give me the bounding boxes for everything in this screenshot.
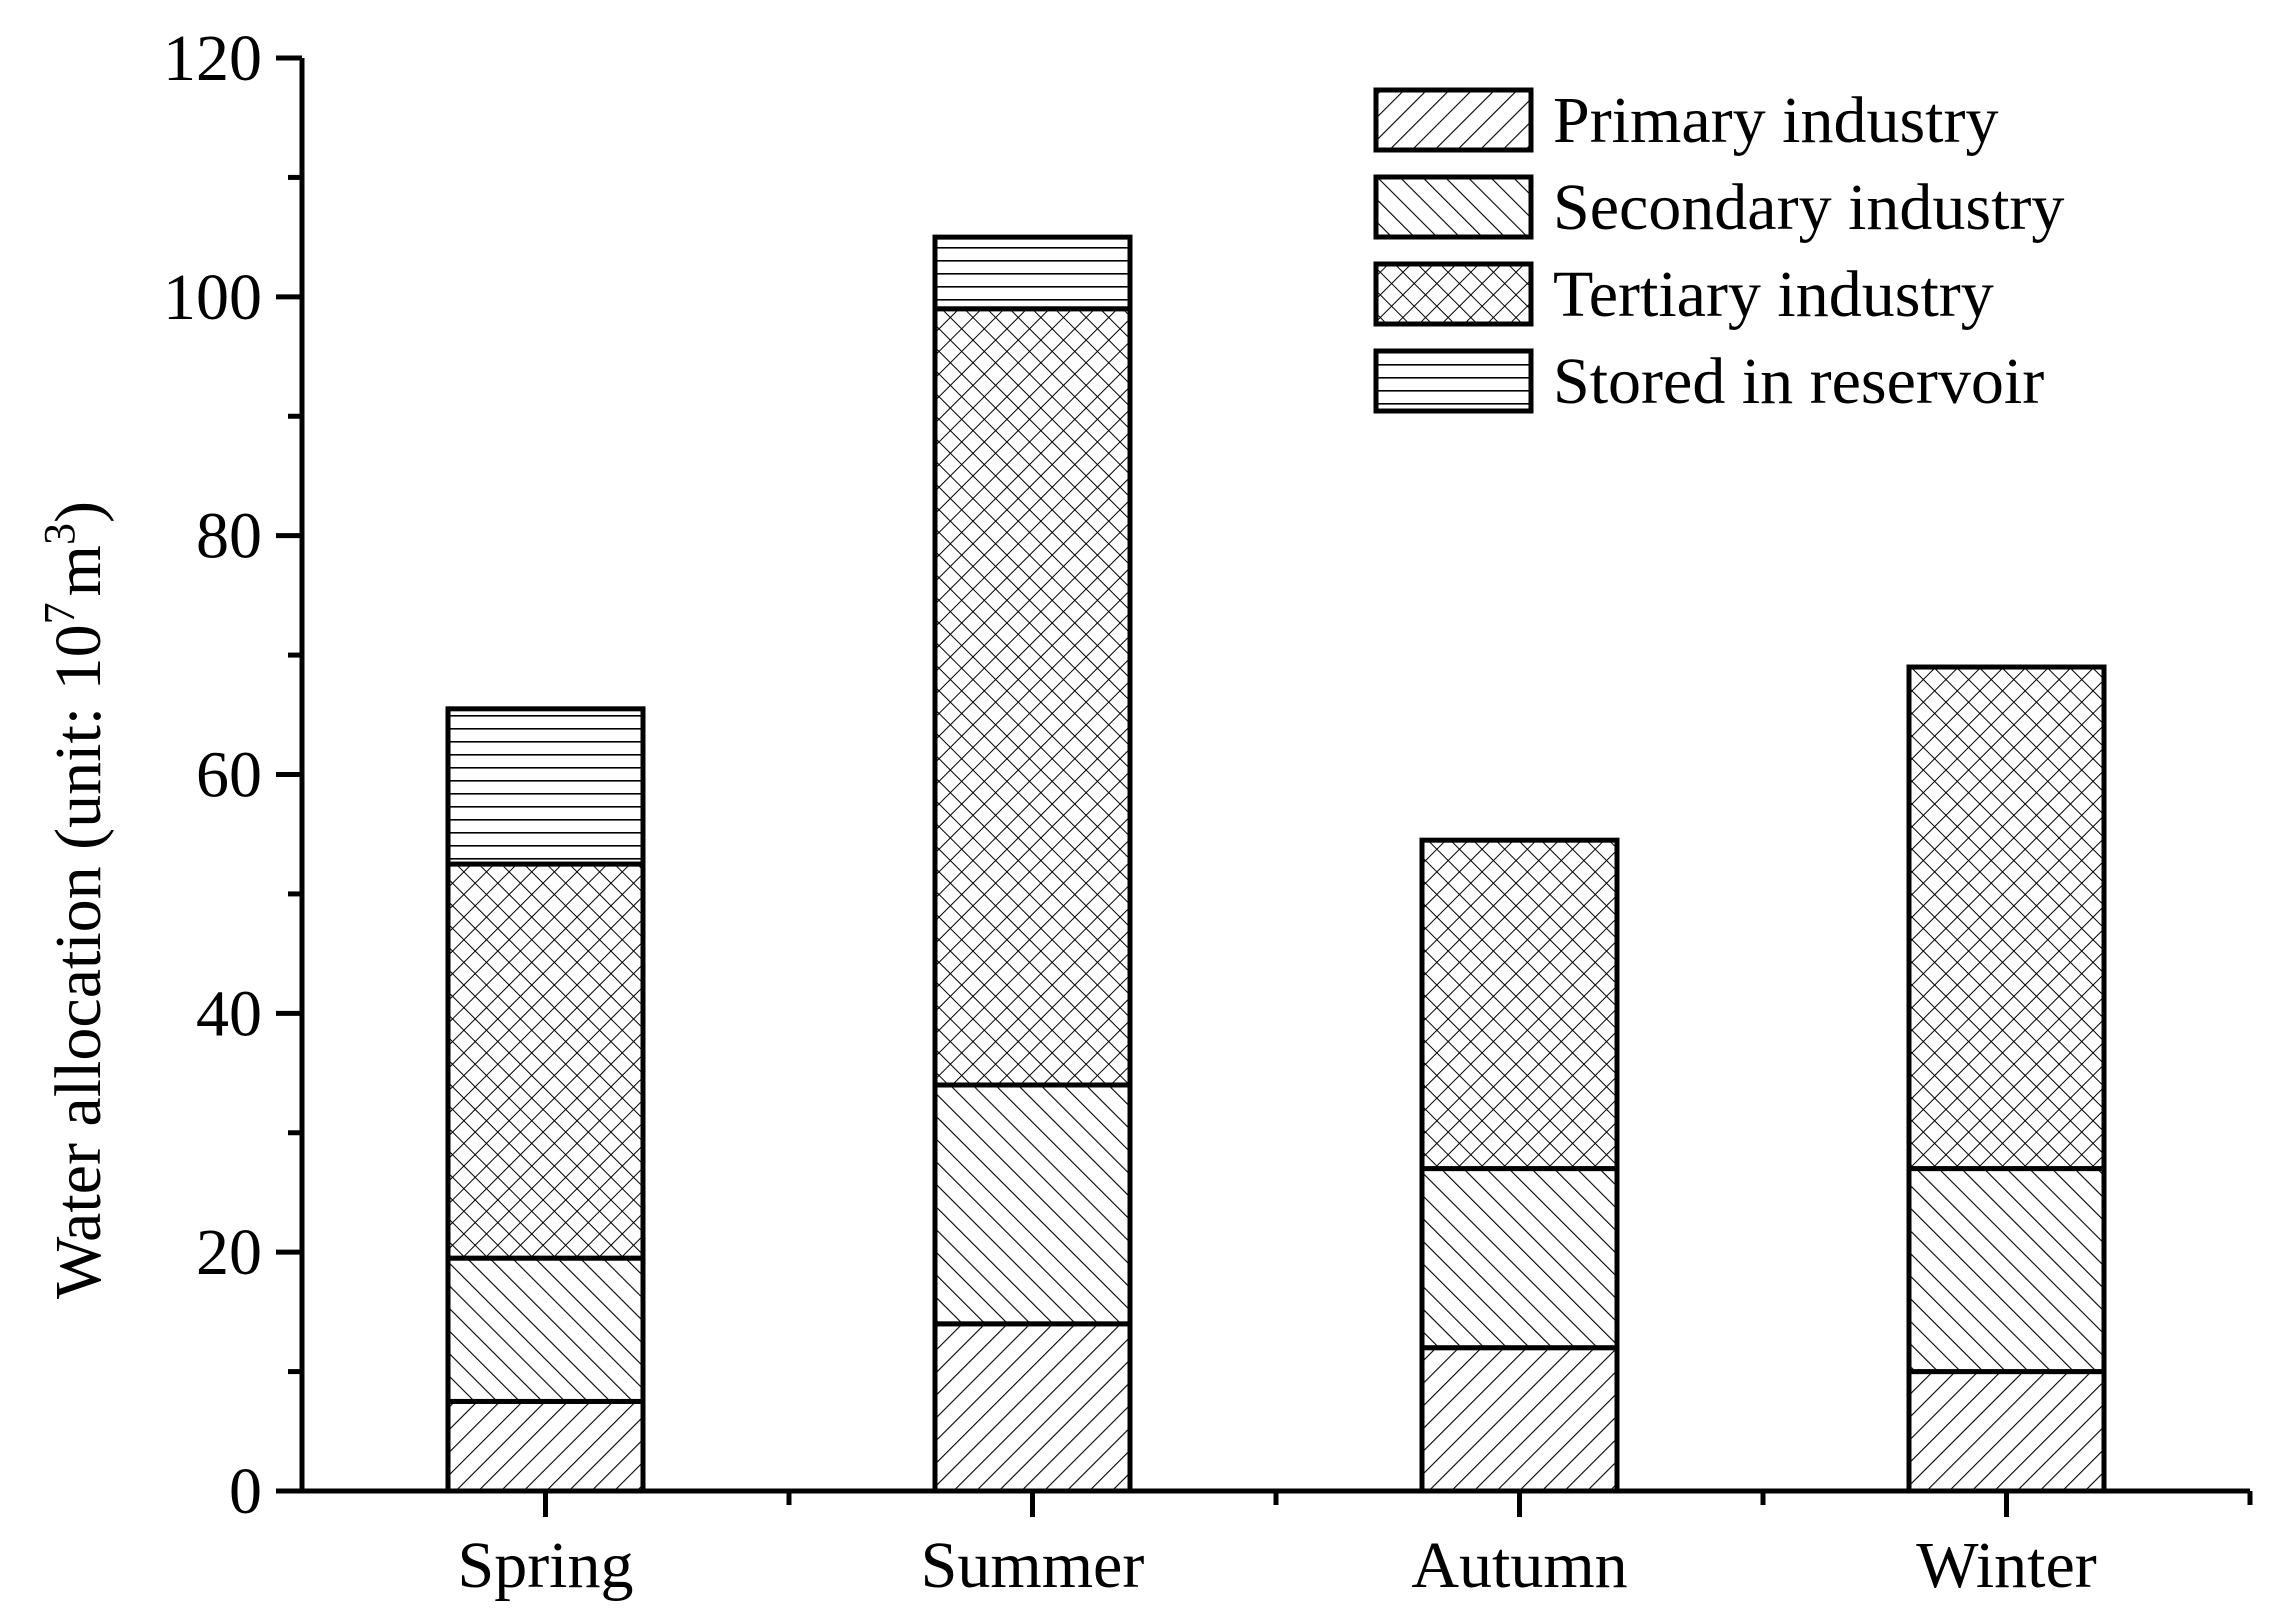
legend-swatch-3	[1373, 348, 1534, 414]
bar-summer-series-0	[932, 1321, 1133, 1494]
legend-swatch-0	[1373, 87, 1534, 153]
bar-spring-series-3	[445, 706, 646, 867]
x-tick-label-spring: Spring	[457, 1529, 633, 1602]
y-axis-title: Water allocation (unit: 107m3)	[35, 501, 115, 1299]
y-tick-label: 100	[163, 261, 262, 334]
legend: Primary industry Secondary industry Tertia…	[1373, 84, 2064, 418]
legend-swatch-2	[1373, 261, 1534, 327]
axes-group: 0 20 40 60 80 100 120 Spring Summer Autumn Winter	[163, 22, 2253, 1602]
bar-winter-series-0	[1906, 1369, 2107, 1494]
bar-spring-series-1	[445, 1255, 646, 1404]
legend-swatch-1	[1373, 174, 1534, 240]
bar-summer-series-1	[932, 1082, 1133, 1327]
bars-group	[445, 234, 2107, 1494]
bar-spring-series-2	[445, 861, 646, 1261]
bar-summer-series-3	[932, 234, 1133, 312]
x-tick-label-summer: Summer	[921, 1529, 1145, 1602]
bar-winter-series-2	[1906, 664, 2107, 1172]
bar-summer-series-2	[932, 306, 1133, 1088]
y-tick-label: 120	[163, 22, 262, 95]
legend-label-1: Secondary industry	[1553, 171, 2064, 244]
bar-autumn-series-2	[1419, 837, 1620, 1172]
bar-spring-series-0	[445, 1398, 646, 1494]
legend-label-0: Primary industry	[1553, 84, 1998, 157]
bar-winter-series-1	[1906, 1166, 2107, 1375]
bar-autumn-series-0	[1419, 1345, 1620, 1494]
y-tick-label: 0	[229, 1455, 262, 1528]
x-tick-label-autumn: Autumn	[1411, 1529, 1627, 1602]
legend-label-2: Tertiary industry	[1553, 258, 1994, 331]
bar-autumn-series-1	[1419, 1166, 1620, 1351]
y-tick-label: 20	[196, 1216, 262, 1289]
y-tick-label: 60	[196, 739, 262, 812]
y-tick-label: 40	[196, 977, 262, 1050]
legend-label-3: Stored in reservoir	[1553, 345, 2044, 418]
x-tick-label-winter: Winter	[1916, 1529, 2097, 1602]
y-tick-label: 80	[196, 500, 262, 573]
